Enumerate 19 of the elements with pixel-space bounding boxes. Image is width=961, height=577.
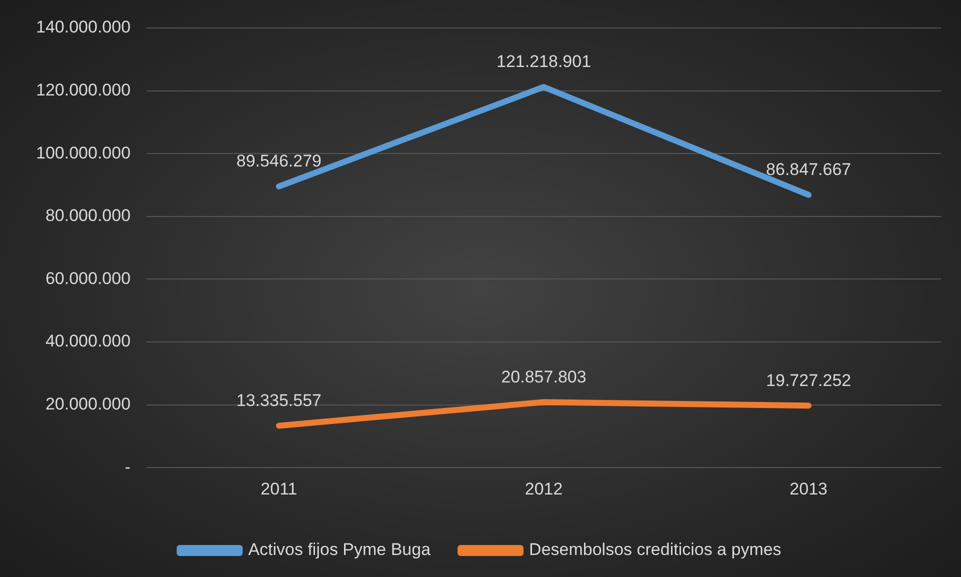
data-label: 19.727.252 [766,370,852,390]
y-tick-label: 40.000.000 [45,332,131,351]
y-tick-label: 120.000.000 [36,80,131,100]
data-label: 20.857.803 [501,367,586,386]
legend-label: Desembolsos crediticios a pymes [529,540,782,560]
legend-label: Activos fijos Pyme Buga [248,540,432,560]
y-tick-label: 20.000.000 [45,394,131,414]
data-label: 121.218.901 [496,52,592,72]
data-label: 89.546.279 [236,152,322,171]
y-tick-label: - [124,457,131,476]
y-tick-label: 140.000.000 [36,18,131,37]
data-label: 13.335.557 [236,390,322,410]
x-tick-label: 2011 [260,479,298,498]
x-tick-label: 2013 [790,479,828,498]
x-tick-label: 2012 [524,479,563,498]
y-tick-label: 60.000.000 [45,268,131,288]
y-tick-label: 80.000.000 [45,206,131,226]
data-label: 86.847.667 [766,160,852,180]
y-tick-label: 100.000.000 [36,143,131,162]
